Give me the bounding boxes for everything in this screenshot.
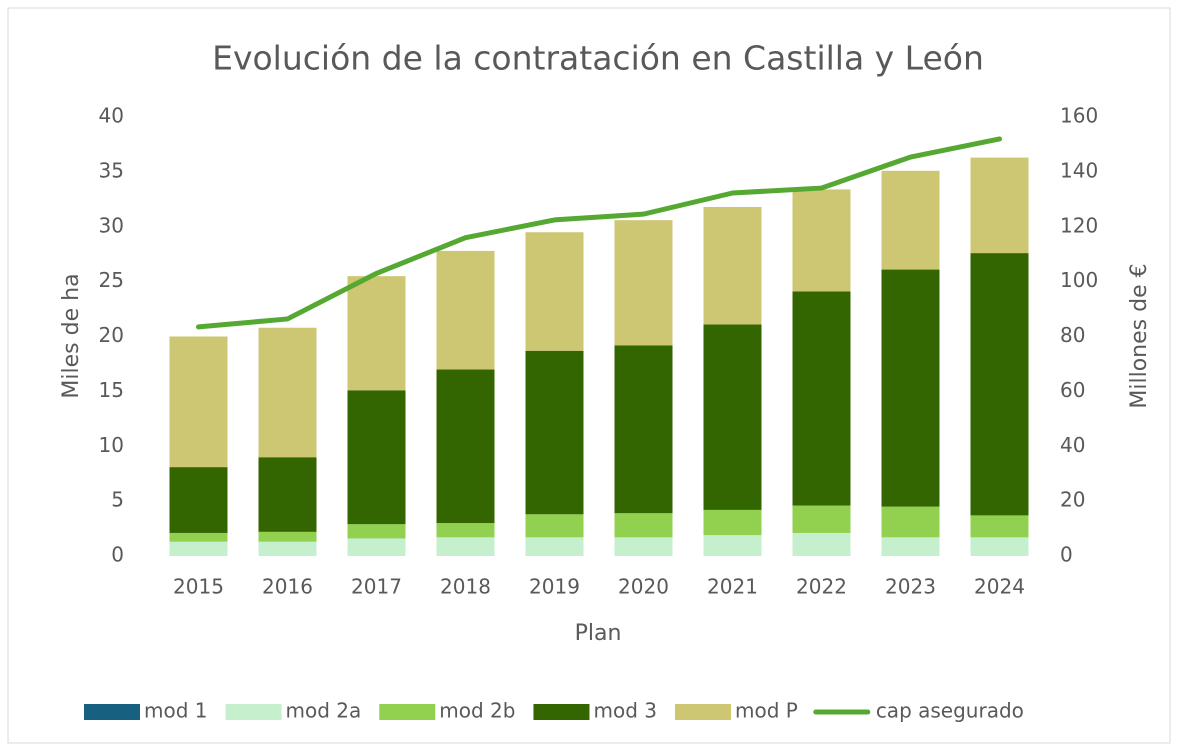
y2-tick-label: 0 (1060, 543, 1073, 567)
y2-tick-label: 120 (1060, 213, 1098, 237)
bar-segment (703, 324, 762, 510)
y-tick-label: 0 (111, 543, 124, 567)
y2-tick-label: 140 (1060, 158, 1098, 182)
legend-swatch (533, 704, 590, 720)
bar-segment (169, 336, 228, 468)
legend-swatch (84, 704, 140, 720)
bar-segment (881, 506, 940, 538)
legend-label: mod 3 (593, 699, 657, 723)
bar-segment (970, 515, 1029, 538)
legend-swatch (379, 704, 436, 720)
y-tick-label: 30 (99, 213, 124, 237)
bar-segment (792, 291, 851, 506)
bar-segment (258, 457, 317, 532)
bar-segment (347, 390, 406, 525)
x-tick-label: 2021 (707, 575, 758, 599)
x-tick-label: 2018 (440, 575, 491, 599)
bar-segment (792, 532, 851, 556)
bar-segment (436, 369, 495, 524)
y-tick-label: 10 (99, 433, 124, 457)
y2-tick-label: 20 (1060, 488, 1085, 512)
legend-label: mod 1 (144, 699, 208, 723)
bar-segment (614, 537, 673, 556)
bar-segment (525, 537, 584, 556)
legend-swatch (225, 704, 282, 720)
x-tick-label: 2024 (974, 575, 1025, 599)
x-tick-label: 2017 (351, 575, 402, 599)
bar-segment (614, 513, 673, 538)
y2-axis-title: Millones de € (1127, 263, 1152, 408)
bar-segment (258, 327, 317, 458)
bar-segment (525, 514, 584, 538)
y-tick-label: 40 (99, 104, 124, 128)
chart-title: Evolución de la contratación en Castilla… (212, 39, 984, 78)
x-tick-label: 2023 (885, 575, 936, 599)
bar-segment (792, 505, 851, 533)
x-tick-label: 2019 (529, 575, 580, 599)
legend-label: mod P (735, 699, 798, 723)
bar-segment (347, 538, 406, 556)
x-tick-label: 2022 (796, 575, 847, 599)
y-axis-title: Miles de ha (59, 273, 84, 398)
x-tick-label: 2016 (262, 575, 313, 599)
y-tick-label: 35 (99, 158, 124, 182)
bar-segment (703, 535, 762, 556)
y-tick-label: 15 (99, 378, 124, 402)
bar-segment (258, 541, 317, 556)
y2-tick-label: 100 (1060, 268, 1098, 292)
bar-segment (525, 232, 584, 351)
bar-segment (881, 170, 940, 270)
bar-segment (703, 509, 762, 536)
bar-segment (881, 269, 940, 507)
bar-segment (614, 220, 673, 346)
bar-segment (881, 537, 940, 556)
bar-segment (970, 157, 1029, 254)
y2-tick-label: 80 (1060, 323, 1085, 347)
bar-segment (436, 250, 495, 370)
bar-segment (436, 523, 495, 538)
legend-swatch (674, 704, 731, 720)
x-axis-title: Plan (575, 621, 622, 646)
y2-tick-label: 40 (1060, 433, 1085, 457)
y-tick-label: 25 (99, 268, 124, 292)
bar-segment (792, 189, 851, 292)
y2-tick-label: 160 (1060, 104, 1098, 128)
y-tick-label: 5 (111, 488, 124, 512)
y2-tick-label: 60 (1060, 378, 1085, 402)
bar-segment (347, 276, 406, 391)
y-tick-label: 20 (99, 323, 124, 347)
line-series (196, 136, 1002, 330)
bar-segment (614, 345, 673, 514)
bar-segment (347, 524, 406, 539)
bar-segment (970, 537, 1029, 556)
bar-segment (169, 541, 228, 556)
bar-segment (169, 467, 228, 533)
bar-segment (258, 531, 317, 542)
bar-segment (525, 350, 584, 515)
bar-segment (970, 253, 1029, 516)
bar-segment (436, 537, 495, 556)
legend-label: mod 2a (286, 699, 362, 723)
bar-segment (703, 206, 762, 325)
legend-label: mod 2b (439, 699, 515, 723)
x-tick-label: 2020 (618, 575, 669, 599)
bar-segment (169, 532, 228, 542)
x-tick-label: 2015 (173, 575, 224, 599)
legend-label: cap asegurado (876, 699, 1024, 723)
